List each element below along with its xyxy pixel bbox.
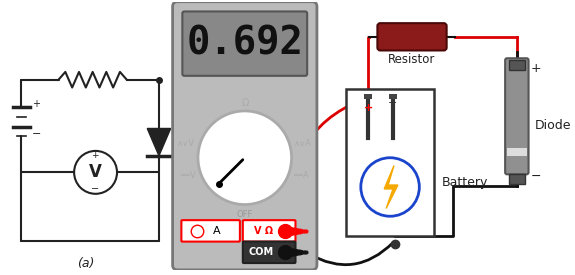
Circle shape — [361, 158, 419, 216]
Bar — [509, 174, 524, 184]
Text: A: A — [213, 226, 220, 236]
Polygon shape — [346, 89, 434, 236]
FancyBboxPatch shape — [243, 220, 296, 242]
Text: +: + — [364, 103, 373, 113]
Text: V: V — [89, 163, 102, 181]
Text: +: + — [531, 62, 541, 75]
FancyBboxPatch shape — [377, 23, 447, 50]
Text: 0.692: 0.692 — [186, 25, 303, 63]
Text: Battery: Battery — [442, 176, 488, 189]
Bar — [507, 148, 527, 156]
Text: −: − — [388, 98, 398, 108]
Text: +: + — [91, 151, 98, 160]
Circle shape — [74, 151, 117, 194]
Polygon shape — [384, 166, 398, 208]
FancyBboxPatch shape — [182, 12, 307, 76]
Bar — [509, 60, 524, 70]
Text: ══A: ══A — [293, 171, 309, 180]
Text: Resistor: Resistor — [388, 53, 436, 66]
Text: −: − — [531, 170, 541, 183]
Text: ∧∨V: ∧∨V — [177, 139, 196, 148]
Text: ∧∨A: ∧∨A — [294, 139, 312, 148]
Text: (a): (a) — [77, 257, 94, 269]
Text: V Ω: V Ω — [254, 226, 273, 236]
Bar — [389, 94, 397, 99]
FancyBboxPatch shape — [181, 220, 240, 242]
Text: COM: COM — [249, 247, 274, 257]
Text: −: − — [90, 184, 99, 194]
FancyBboxPatch shape — [172, 2, 317, 270]
Circle shape — [198, 111, 292, 205]
Polygon shape — [147, 128, 171, 156]
Text: OFF: OFF — [236, 210, 253, 219]
Text: −: − — [32, 129, 41, 139]
FancyBboxPatch shape — [243, 242, 296, 263]
Text: ══V: ══V — [181, 171, 196, 180]
FancyBboxPatch shape — [505, 58, 528, 174]
Text: Diode: Diode — [534, 119, 571, 132]
Text: +: + — [32, 99, 40, 109]
Bar — [364, 94, 371, 99]
Text: Ω: Ω — [241, 98, 248, 108]
Text: (b): (b) — [236, 260, 254, 273]
